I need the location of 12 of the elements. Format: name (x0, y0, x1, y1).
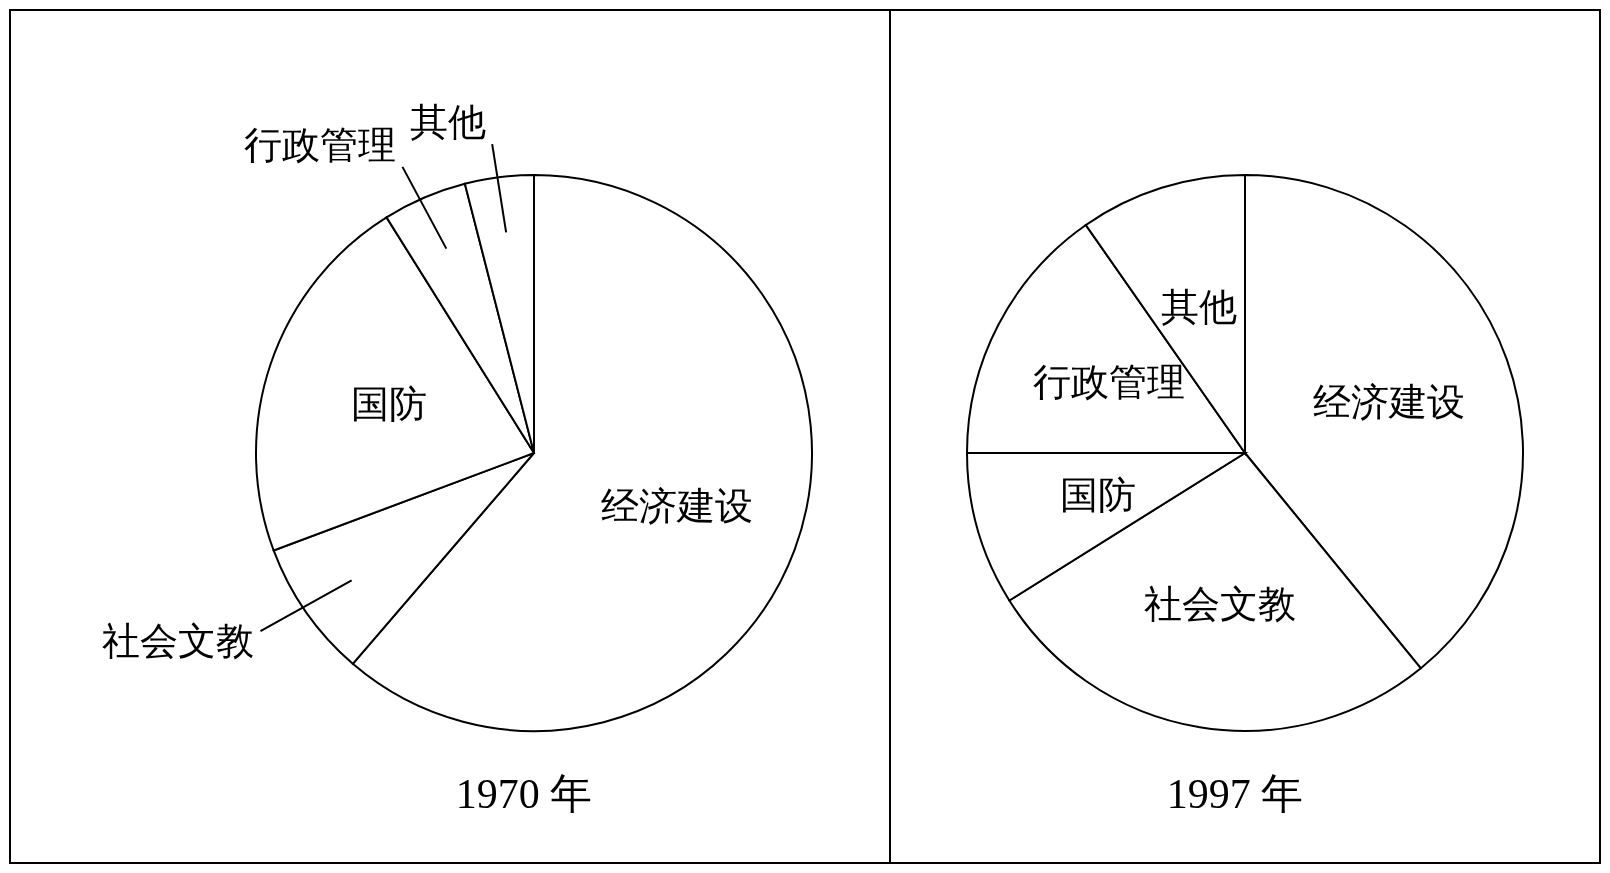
text: 1997 年 (1166, 771, 1304, 817)
slice-label: 经济建设 (601, 485, 754, 528)
slice-label: 社会文教 (102, 620, 255, 663)
slice-label: 其他 (1161, 286, 1238, 329)
slice-label: 行政管理 (244, 123, 397, 166)
text: 1970 年 (455, 771, 593, 817)
slice-label: 其他 (410, 101, 487, 144)
slice-label: 国防 (1060, 474, 1137, 517)
slice-label: 经济建设 (1313, 380, 1466, 423)
slice-label: 社会文教 (1144, 582, 1297, 625)
slice-label: 国防 (351, 382, 428, 425)
slice-label: 行政管理 (1033, 361, 1186, 404)
